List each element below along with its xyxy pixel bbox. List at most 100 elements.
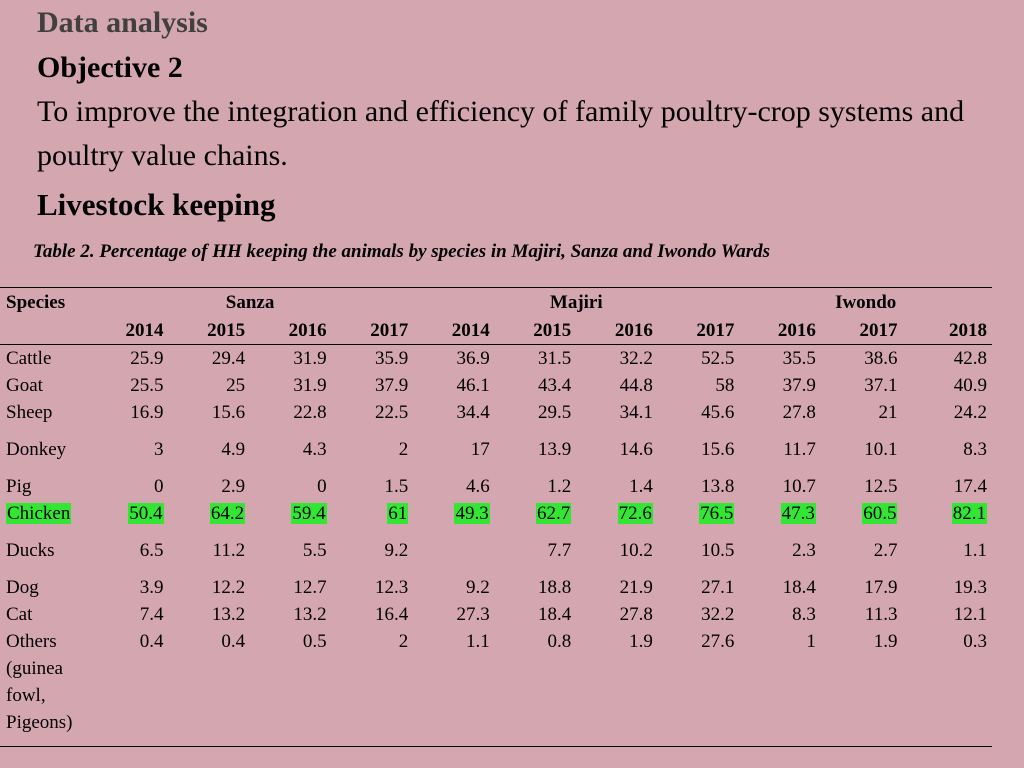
value-text: 0 <box>154 476 164 497</box>
value-cell: 16.9 <box>87 399 169 426</box>
table-row: Cattle 25.9 29.4 31.9 35.9 36.9 31.5 32.2 52.5 35… <box>0 345 992 373</box>
value-text: 25 <box>226 375 246 396</box>
species-cell: Chicken <box>0 500 87 527</box>
value-cell: 31.9 <box>250 372 332 399</box>
value-text: 13.2 <box>211 604 246 625</box>
value-text: 19.3 <box>953 577 987 598</box>
value-cell: 4.9 <box>169 426 251 463</box>
value-cell: 82.1 <box>902 500 992 527</box>
value-text: 34.1 <box>619 402 653 423</box>
value-cell: 17.9 <box>821 564 903 601</box>
value-cell: 29.4 <box>169 345 251 373</box>
value-text: 10.1 <box>864 439 898 460</box>
species-cell: Cattle <box>0 345 87 373</box>
species-cell: Cat <box>0 601 87 628</box>
value-cell: 7.7 <box>495 527 577 564</box>
table-row: Ducks 6.5 11.2 5.5 9.2 7.7 10.2 10.5 2.3 2.7 1.1 <box>0 527 992 564</box>
species-label: Sheep <box>6 402 53 423</box>
ward-header-sanza: Sanza <box>225 292 275 313</box>
value-cell: 22.8 <box>250 399 332 426</box>
value-cell: 61 <box>332 500 414 527</box>
value-cell: 35.5 <box>739 345 821 373</box>
value-cell: 10.1 <box>821 426 903 463</box>
value-text: 38.6 <box>864 348 898 369</box>
year-header: 2017 <box>331 317 414 345</box>
table-row: Others (guinea fowl, Pigeons) 0.4 0.4 0.5 2 1… <box>0 628 992 747</box>
value-text: 16.9 <box>130 402 164 423</box>
value-cell: 0.5 <box>250 628 332 747</box>
value-text: 21 <box>878 402 898 423</box>
value-text: 17 <box>470 439 490 460</box>
value-text: 0.5 <box>302 631 327 652</box>
value-cell: 3.9 <box>87 564 169 601</box>
value-text: 1.4 <box>629 476 653 497</box>
value-text: 0 <box>317 476 327 497</box>
value-text: 59.4 <box>291 503 327 524</box>
value-text: 1.2 <box>547 476 572 497</box>
value-cell: 9.2 <box>332 527 414 564</box>
value-cell: 24.2 <box>902 399 992 426</box>
value-text: 49.3 <box>454 503 490 524</box>
value-text: 11.2 <box>212 540 246 561</box>
species-label: Dog <box>6 577 39 598</box>
value-text: 50.4 <box>128 503 164 524</box>
value-cell: 1.1 <box>902 527 992 564</box>
species-cell: Goat <box>0 372 87 399</box>
value-cell: 12.2 <box>169 564 251 601</box>
value-text: 27.1 <box>701 577 735 598</box>
value-text: 64.2 <box>209 503 246 524</box>
value-text: 25.5 <box>130 375 164 396</box>
value-cell: 19.3 <box>902 564 992 601</box>
value-text: 4.6 <box>465 476 490 497</box>
ward-header-majiri: Majiri <box>549 292 603 313</box>
value-text: 17.4 <box>953 476 987 497</box>
species-cell: Dog <box>0 564 87 601</box>
year-header-row: 2014 2015 2016 2017 2014 2015 2016 2017 … <box>0 317 992 345</box>
value-text: 2.7 <box>873 540 898 561</box>
value-text: 2 <box>398 631 409 652</box>
value-cell: 1.9 <box>576 628 658 747</box>
value-cell: 14.6 <box>576 426 658 463</box>
value-cell: 11.3 <box>821 601 903 628</box>
value-cell: 2.3 <box>739 527 821 564</box>
value-cell: 1.4 <box>576 463 658 500</box>
value-text: 12.3 <box>374 577 409 598</box>
value-cell: 60.5 <box>821 500 903 527</box>
value-text: 35.5 <box>782 348 816 369</box>
table-row: Pig 0 2.9 0 1.5 4.6 1.2 1.4 13.8 10.7 12.5 17.4 <box>0 463 992 500</box>
value-text: 22.5 <box>374 402 409 423</box>
value-text: 9.2 <box>384 540 409 561</box>
value-cell: 11.7 <box>739 426 821 463</box>
value-cell: 5.5 <box>250 527 332 564</box>
value-text: 12.2 <box>211 577 246 598</box>
value-text: 44.8 <box>619 375 653 396</box>
year-header-blank <box>0 317 87 345</box>
year-header: 2014 <box>87 317 169 345</box>
value-text: 12.5 <box>864 476 898 497</box>
value-cell: 37.1 <box>821 372 903 399</box>
value-text: 0.4 <box>139 631 164 652</box>
value-cell: 9.2 <box>413 564 495 601</box>
value-text: 4.9 <box>221 439 246 460</box>
value-cell: 16.4 <box>332 601 414 628</box>
value-text: 24.2 <box>953 402 987 423</box>
objective-text: To improve the integration and efficienc… <box>37 95 965 172</box>
value-cell: 10.5 <box>658 527 740 564</box>
value-text: 6.5 <box>139 540 164 561</box>
value-text: 11.7 <box>783 439 816 460</box>
table-caption: Table 2. Percentage of HH keeping the an… <box>33 241 771 262</box>
value-text: 29.4 <box>211 348 246 369</box>
value-cell: 2.9 <box>169 463 251 500</box>
year-header: 2015 <box>494 317 577 345</box>
section-title: Livestock keeping <box>37 187 276 222</box>
value-cell: 2.7 <box>821 527 903 564</box>
year-header: 2018 <box>902 317 992 345</box>
value-cell: 8.3 <box>902 426 992 463</box>
species-label: Chicken <box>6 503 72 524</box>
value-cell: 64.2 <box>169 500 251 527</box>
value-cell: 22.5 <box>332 399 414 426</box>
year-header: 2016 <box>739 317 821 345</box>
value-text: 17.9 <box>864 577 898 598</box>
value-text: 2.9 <box>221 476 246 497</box>
value-text: 61 <box>387 503 409 524</box>
